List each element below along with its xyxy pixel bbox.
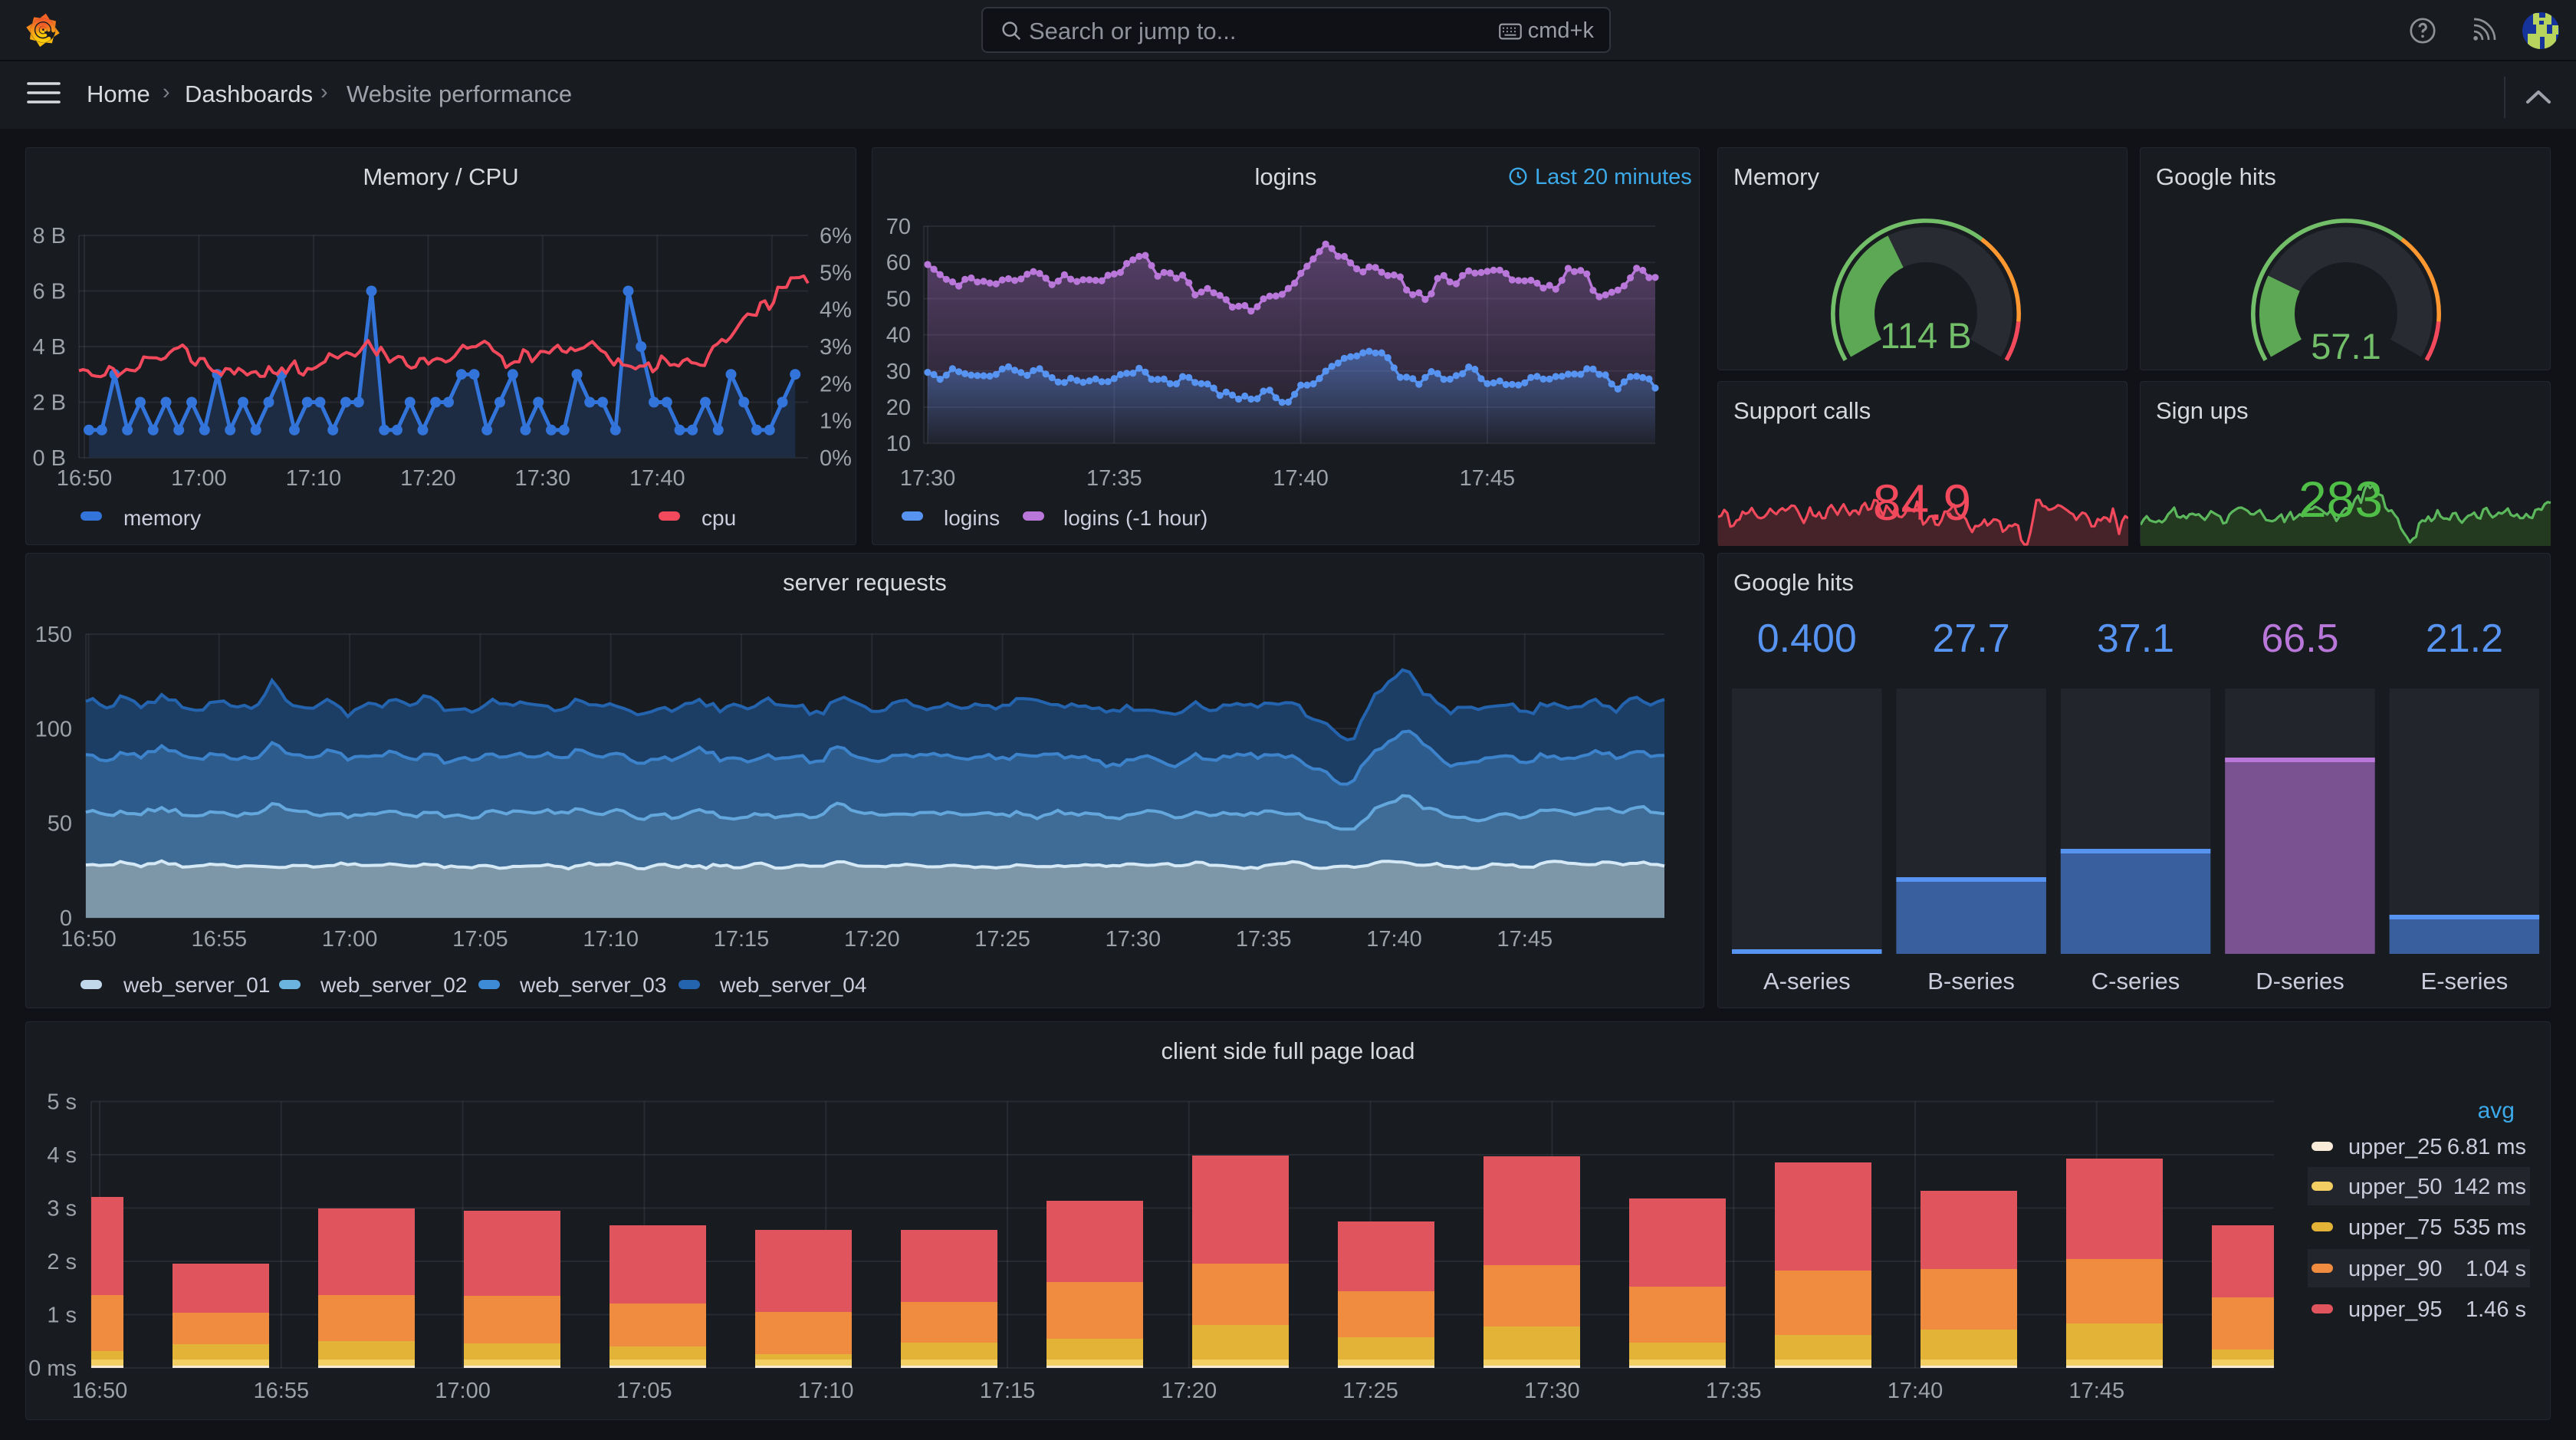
- svg-text:17:00: 17:00: [171, 466, 227, 491]
- svg-text:17:30: 17:30: [1106, 927, 1162, 952]
- svg-text:logins: logins: [944, 506, 1000, 530]
- svg-text:B-series: B-series: [1927, 968, 2015, 995]
- svg-text:0.400: 0.400: [1757, 616, 1857, 661]
- svg-text:17:45: 17:45: [1460, 466, 1516, 491]
- svg-text:1.04 s: 1.04 s: [2466, 1257, 2526, 1281]
- svg-text:A-series: A-series: [1763, 968, 1851, 995]
- svg-text:E-series: E-series: [2421, 968, 2509, 995]
- svg-text:16:50: 16:50: [72, 1379, 128, 1403]
- svg-text:upper_75: upper_75: [2348, 1215, 2443, 1240]
- svg-text:6 B: 6 B: [32, 280, 66, 304]
- svg-text:4 B: 4 B: [32, 335, 66, 360]
- svg-text:150: 150: [35, 623, 72, 647]
- svg-text:2 B: 2 B: [32, 391, 66, 416]
- svg-text:20: 20: [886, 396, 911, 420]
- svg-text:4 s: 4 s: [47, 1143, 77, 1168]
- svg-text:84.9: 84.9: [1873, 474, 1971, 531]
- svg-text:1 s: 1 s: [47, 1304, 77, 1328]
- svg-text:17:30: 17:30: [515, 466, 571, 491]
- svg-text:17:35: 17:35: [1236, 927, 1292, 952]
- svg-text:40: 40: [886, 324, 911, 348]
- svg-text:283: 283: [2298, 471, 2383, 528]
- svg-text:2%: 2%: [820, 372, 852, 396]
- svg-text:upper_50: upper_50: [2348, 1175, 2443, 1199]
- svg-text:upper_95: upper_95: [2348, 1297, 2443, 1322]
- svg-text:16:50: 16:50: [61, 927, 117, 952]
- svg-text:17:30: 17:30: [1524, 1379, 1580, 1403]
- svg-text:17:05: 17:05: [452, 927, 508, 952]
- svg-text:114 B: 114 B: [1880, 315, 1971, 356]
- svg-text:3%: 3%: [820, 335, 852, 360]
- svg-text:535 ms: 535 ms: [2453, 1215, 2526, 1240]
- svg-text:4%: 4%: [820, 298, 852, 323]
- svg-text:upper_90: upper_90: [2348, 1257, 2443, 1281]
- svg-text:1.46 s: 1.46 s: [2466, 1297, 2526, 1322]
- svg-text:17:45: 17:45: [1497, 927, 1553, 952]
- svg-text:6.81 ms: 6.81 ms: [2447, 1135, 2526, 1159]
- svg-text:17:05: 17:05: [616, 1379, 672, 1403]
- svg-text:10: 10: [886, 432, 911, 456]
- svg-text:17:20: 17:20: [844, 927, 900, 952]
- svg-text:17:40: 17:40: [629, 466, 685, 491]
- svg-text:0 B: 0 B: [32, 446, 66, 471]
- svg-text:web_server_01: web_server_01: [123, 973, 270, 997]
- svg-text:16:55: 16:55: [254, 1379, 310, 1403]
- svg-text:17:40: 17:40: [1273, 466, 1329, 491]
- svg-text:logins (-1 hour): logins (-1 hour): [1063, 506, 1208, 530]
- svg-text:50: 50: [48, 812, 72, 837]
- svg-text:17:20: 17:20: [400, 466, 456, 491]
- svg-text:memory: memory: [123, 506, 201, 530]
- svg-text:6%: 6%: [820, 224, 852, 248]
- svg-text:upper_25: upper_25: [2348, 1135, 2443, 1159]
- svg-text:web_server_03: web_server_03: [519, 973, 666, 997]
- svg-text:17:10: 17:10: [286, 466, 342, 491]
- svg-text:17:15: 17:15: [980, 1379, 1036, 1403]
- svg-text:17:00: 17:00: [435, 1379, 491, 1403]
- svg-text:3 s: 3 s: [47, 1197, 77, 1221]
- svg-text:C-series: C-series: [2091, 968, 2180, 995]
- svg-text:66.5: 66.5: [2261, 616, 2338, 661]
- svg-text:8 B: 8 B: [32, 224, 66, 248]
- svg-text:0 ms: 0 ms: [28, 1356, 77, 1381]
- svg-text:30: 30: [886, 360, 911, 384]
- svg-text:web_server_02: web_server_02: [320, 973, 467, 997]
- svg-text:17:20: 17:20: [1162, 1379, 1217, 1403]
- svg-text:17:45: 17:45: [2069, 1379, 2125, 1403]
- svg-text:17:40: 17:40: [1888, 1379, 1944, 1403]
- svg-text:17:25: 17:25: [974, 927, 1030, 952]
- svg-text:17:10: 17:10: [798, 1379, 854, 1403]
- svg-text:17:10: 17:10: [583, 927, 639, 952]
- svg-text:57.1: 57.1: [2311, 326, 2380, 367]
- svg-text:17:35: 17:35: [1706, 1379, 1762, 1403]
- svg-text:1%: 1%: [820, 409, 852, 434]
- svg-text:5 s: 5 s: [47, 1090, 77, 1115]
- svg-text:37.1: 37.1: [2097, 616, 2174, 661]
- svg-text:100: 100: [35, 717, 72, 741]
- svg-text:17:00: 17:00: [322, 927, 378, 952]
- svg-text:cpu: cpu: [702, 506, 736, 530]
- svg-text:142 ms: 142 ms: [2453, 1175, 2526, 1199]
- svg-text:27.7: 27.7: [1932, 616, 2009, 661]
- svg-text:2 s: 2 s: [47, 1250, 77, 1274]
- svg-text:0%: 0%: [820, 446, 852, 471]
- svg-text:50: 50: [886, 287, 911, 311]
- svg-text:17:30: 17:30: [900, 466, 956, 491]
- svg-text:21.2: 21.2: [2426, 616, 2503, 661]
- svg-text:17:25: 17:25: [1342, 1379, 1398, 1403]
- svg-text:16:55: 16:55: [192, 927, 248, 952]
- svg-text:16:50: 16:50: [57, 466, 113, 491]
- svg-text:70: 70: [886, 215, 911, 239]
- svg-text:web_server_04: web_server_04: [719, 973, 866, 997]
- svg-text:avg: avg: [2478, 1098, 2515, 1123]
- svg-text:17:35: 17:35: [1086, 466, 1142, 491]
- svg-text:60: 60: [886, 251, 911, 275]
- svg-text:D-series: D-series: [2256, 968, 2344, 995]
- svg-text:17:15: 17:15: [714, 927, 770, 952]
- svg-text:5%: 5%: [820, 261, 852, 285]
- svg-text:17:40: 17:40: [1366, 927, 1422, 952]
- svg-text:0: 0: [60, 906, 72, 931]
